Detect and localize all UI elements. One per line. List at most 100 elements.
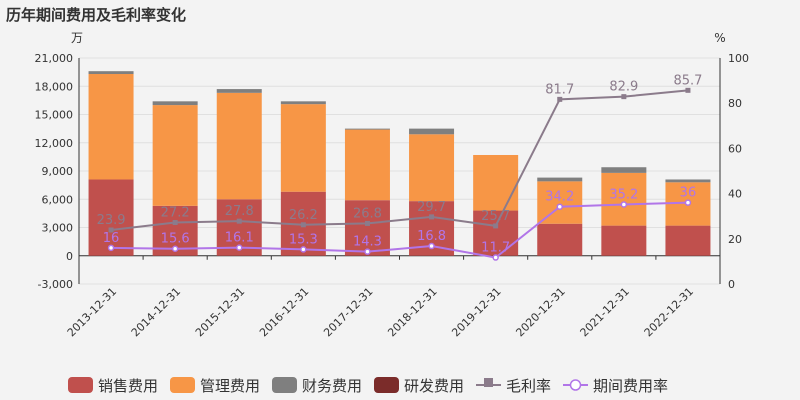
y-left-tick-label: 3,000: [42, 222, 74, 235]
legend-label: 毛利率: [506, 377, 551, 395]
data-label: 26.2: [289, 208, 318, 223]
line-point: [107, 244, 115, 252]
bar: [216, 89, 262, 93]
line-point: [172, 220, 178, 226]
bar: [601, 167, 647, 173]
x-tick-label: 2021-12-31: [578, 285, 632, 339]
legend-label: 期间费用率: [593, 377, 668, 395]
line-point: [493, 223, 499, 229]
y-left-unit: 万: [71, 31, 83, 45]
bar: [601, 172, 647, 226]
y-right-tick-label: 60: [728, 142, 742, 155]
y-left-tick-label: 15,000: [35, 109, 74, 122]
x-tick-label: 2014-12-31: [129, 285, 183, 339]
bar: [537, 181, 583, 224]
line-point: [621, 94, 627, 100]
line-point: [236, 218, 242, 224]
line-point: [364, 220, 370, 226]
bar: [88, 74, 134, 180]
bar: [152, 101, 198, 106]
bar: [88, 71, 134, 75]
legend-label: 财务费用: [302, 377, 362, 395]
y-left-tick-label: 9,000: [42, 165, 74, 178]
legend-swatch: [68, 377, 93, 393]
data-label: 15.3: [289, 232, 318, 247]
legend-label: 研发费用: [404, 377, 464, 395]
data-label: 34.2: [545, 190, 574, 205]
line-point: [300, 222, 306, 228]
x-tick-label: 2013-12-31: [65, 285, 119, 339]
y-right-tick-label: 40: [728, 188, 742, 201]
data-label: 35.2: [609, 187, 638, 202]
x-tick-label: 2020-12-31: [513, 285, 567, 339]
line-point: [556, 203, 563, 210]
line-point: [364, 248, 371, 255]
data-label: 25.7: [481, 209, 510, 224]
data-label: 27.8: [225, 204, 254, 219]
line-point: [684, 199, 692, 206]
legend-label: 管理费用: [200, 377, 260, 395]
line-point: [108, 227, 114, 233]
y-left-tick-label: 0: [66, 250, 73, 263]
data-label: 81.7: [545, 82, 574, 97]
y-left-tick-label: 21,000: [35, 52, 74, 65]
data-label: 16.1: [225, 231, 254, 246]
bar: [409, 128, 455, 135]
line-point: [685, 87, 691, 93]
bar: [344, 129, 390, 201]
x-tick-label: 2019-12-31: [449, 285, 503, 339]
bar: [216, 92, 262, 200]
line-point: [171, 245, 179, 252]
data-label: 27.2: [161, 206, 190, 221]
x-tick-label: 2022-12-31: [642, 285, 696, 339]
line-series: [110, 89, 689, 231]
bar: [537, 177, 583, 182]
y-left-tick-label: 18,000: [35, 80, 74, 93]
bar: [280, 101, 326, 105]
bar: [473, 154, 519, 211]
line-point: [557, 96, 563, 102]
bar: [344, 200, 390, 256]
legend-label: 销售费用: [98, 377, 158, 395]
legend-marker: [569, 379, 582, 391]
y-right-tick-label: 0: [728, 278, 735, 291]
y-left-tick-label: 6,000: [42, 193, 74, 206]
legend-swatch: [374, 377, 399, 393]
data-label: 15.6: [161, 232, 190, 247]
data-label: 26.8: [353, 206, 382, 221]
line-point: [620, 201, 628, 208]
data-label: 36: [680, 186, 697, 201]
legend-swatch: [272, 377, 297, 393]
bar: [88, 179, 134, 256]
y-left-tick-label: -3,000: [38, 278, 73, 291]
bar: [152, 105, 198, 206]
x-tick-label: 2016-12-31: [257, 285, 311, 339]
x-tick-label: 2017-12-31: [321, 285, 375, 339]
data-label: 11.7: [481, 241, 510, 256]
line-point: [428, 242, 435, 250]
line-point: [236, 244, 243, 251]
data-label: 14.3: [353, 235, 382, 250]
line-point: [300, 246, 307, 253]
y-left-tick-label: 12,000: [35, 137, 74, 150]
data-label: 23.9: [97, 213, 126, 228]
bar: [537, 223, 583, 256]
line-point: [429, 214, 435, 220]
x-tick-label: 2018-12-31: [385, 285, 439, 339]
bar: [665, 225, 711, 256]
bar: [280, 104, 326, 192]
data-label: 29.7: [417, 200, 446, 215]
y-right-tick-label: 100: [728, 52, 749, 65]
data-label: 16: [103, 231, 120, 246]
x-tick-label: 2015-12-31: [193, 285, 247, 339]
data-label: 16.8: [417, 229, 446, 244]
y-right-unit: %: [714, 31, 725, 45]
y-right-tick-label: 20: [728, 233, 742, 246]
bar: [409, 134, 455, 202]
chart-title: 历年期间费用及毛利率变化: [6, 6, 187, 24]
legend-marker: [484, 378, 493, 387]
bar: [344, 128, 390, 130]
y-right-tick-label: 80: [728, 97, 742, 110]
